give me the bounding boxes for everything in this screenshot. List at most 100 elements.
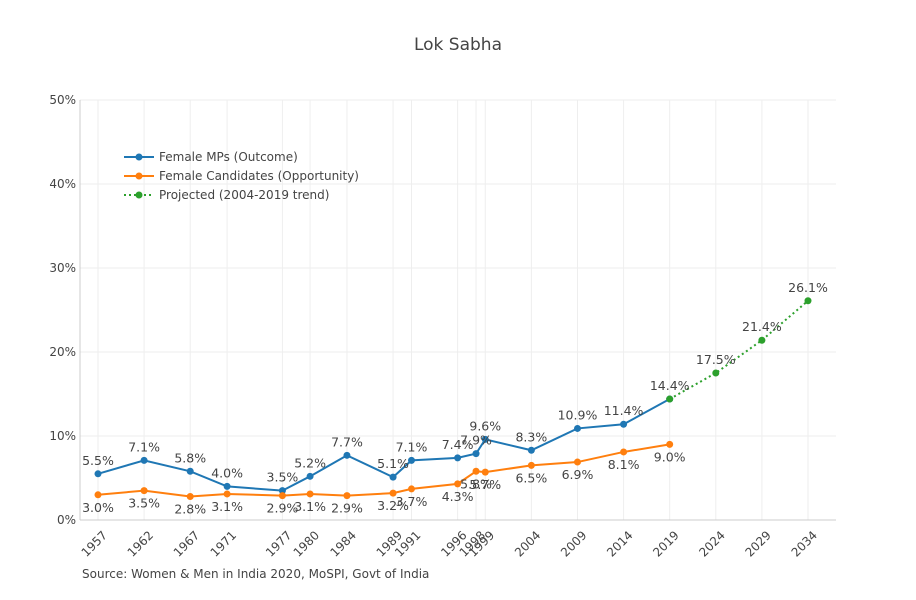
data-label: 5.8% — [174, 450, 206, 465]
x-tick-label: 1967 — [171, 528, 202, 559]
x-tick-label: 2019 — [650, 528, 681, 559]
data-label: 10.9% — [558, 407, 598, 422]
legend-swatch-marker — [135, 153, 143, 161]
data-label: 4.3% — [442, 489, 474, 504]
data-point — [306, 472, 314, 480]
y-tick-label: 10% — [49, 429, 76, 443]
legend-label: Projected (2004-2019 trend) — [159, 188, 329, 202]
data-label: 2.9% — [267, 501, 299, 516]
x-tick-label: 2024 — [696, 528, 727, 559]
data-label: 14.4% — [650, 378, 690, 393]
x-tick-label: 2004 — [512, 528, 543, 559]
data-point — [389, 489, 397, 497]
data-label: 5.8% — [460, 476, 492, 491]
x-tick-label: 2029 — [742, 528, 773, 559]
y-tick-label: 40% — [49, 177, 76, 191]
data-point — [620, 420, 628, 428]
x-tick-label: 1957 — [79, 528, 110, 559]
series-line — [669, 300, 809, 400]
series-line — [97, 398, 671, 492]
data-label: 8.3% — [515, 429, 547, 444]
series-layer — [94, 297, 812, 500]
data-label: 5.7% — [469, 477, 501, 492]
data-point — [758, 336, 766, 344]
data-point — [223, 482, 231, 490]
grid — [80, 99, 836, 520]
data-label: 11.4% — [604, 403, 644, 418]
data-point — [278, 492, 286, 500]
data-point — [472, 450, 480, 458]
data-label: 7.1% — [396, 439, 428, 454]
data-label: 21.4% — [742, 319, 782, 334]
y-tick-label: 0% — [57, 513, 76, 527]
series-2 — [666, 297, 812, 403]
data-point — [343, 492, 351, 500]
data-label: 17.5% — [696, 352, 736, 367]
data-point — [620, 448, 628, 456]
x-tick-label: 1977 — [263, 528, 294, 559]
data-point — [140, 487, 148, 495]
data-point — [712, 369, 720, 377]
data-label: 2.9% — [331, 501, 363, 516]
data-point — [481, 435, 489, 443]
data-label: 3.0% — [82, 500, 114, 515]
data-point — [186, 467, 194, 475]
data-point — [481, 468, 489, 476]
data-point — [527, 461, 535, 469]
series-line — [97, 443, 670, 498]
data-label: 6.5% — [515, 470, 547, 485]
data-point — [454, 454, 462, 462]
x-tick-label: 2009 — [558, 528, 589, 559]
data-point — [804, 297, 812, 305]
legend-label: Female MPs (Outcome) — [159, 150, 298, 164]
data-label: 3.5% — [267, 470, 299, 485]
data-point — [343, 451, 351, 459]
data-label: 3.7% — [396, 494, 428, 509]
data-label: 5.1% — [377, 456, 409, 471]
legend-item-2[interactable]: Projected (2004-2019 trend) — [124, 188, 329, 202]
data-label: 8.1% — [608, 457, 640, 472]
data-label: 7.9% — [460, 433, 492, 448]
data-point — [666, 395, 674, 403]
legend-item-1[interactable]: Female Candidates (Opportunity) — [124, 169, 359, 183]
data-point — [389, 473, 397, 481]
data-label: 3.2% — [377, 498, 409, 513]
data-label: 2.8% — [174, 501, 206, 516]
x-tick-label: 2014 — [604, 528, 635, 559]
data-label: 26.1% — [788, 280, 828, 295]
data-point — [306, 490, 314, 498]
data-point — [472, 467, 480, 475]
y-tick-label: 50% — [49, 93, 76, 107]
legend[interactable]: Female MPs (Outcome) Female Candidates (O… — [124, 150, 359, 202]
data-point — [140, 456, 148, 464]
data-label: 7.1% — [128, 439, 160, 454]
data-label: 9.0% — [654, 449, 686, 464]
data-label: 5.2% — [294, 455, 326, 470]
y-tick-label: 20% — [49, 345, 76, 359]
data-label: 3.5% — [128, 496, 160, 511]
series-1 — [94, 440, 674, 500]
chart-title: Lok Sabha — [414, 35, 502, 55]
x-tick-label: 1971 — [208, 528, 239, 559]
legend-swatch-marker — [135, 172, 143, 180]
data-label: 6.9% — [562, 467, 594, 482]
x-tick-label: 1962 — [125, 528, 156, 559]
data-point — [573, 424, 581, 432]
data-point — [454, 480, 462, 488]
x-tick-label: 1999 — [466, 528, 497, 559]
data-point — [573, 458, 581, 466]
data-label: 9.6% — [469, 418, 501, 433]
data-point — [527, 446, 535, 454]
x-tick-label: 1980 — [291, 528, 322, 559]
data-label: 4.0% — [211, 465, 243, 480]
data-point — [186, 492, 194, 500]
legend-item-0[interactable]: Female MPs (Outcome) — [124, 150, 298, 164]
data-point — [408, 485, 416, 493]
legend-swatch-marker — [135, 191, 143, 199]
data-point — [666, 440, 674, 448]
data-label: 7.7% — [331, 434, 363, 449]
data-point — [278, 487, 286, 495]
y-tick-label: 30% — [49, 261, 76, 275]
data-label: 5.5% — [82, 453, 114, 468]
